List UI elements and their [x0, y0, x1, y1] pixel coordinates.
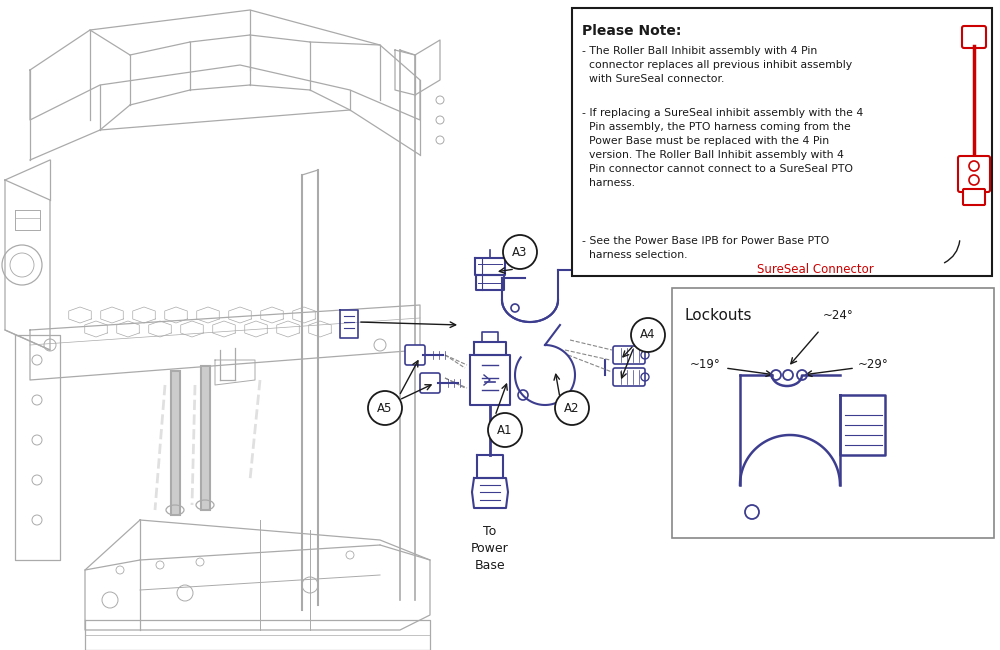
- FancyBboxPatch shape: [613, 368, 645, 386]
- Text: A2: A2: [564, 402, 580, 415]
- FancyBboxPatch shape: [963, 189, 985, 205]
- FancyBboxPatch shape: [613, 346, 645, 364]
- Text: ~29°: ~29°: [858, 359, 889, 372]
- Text: ~19°: ~19°: [690, 359, 721, 372]
- Text: - If replacing a SureSeal inhibit assembly with the 4
  Pin assembly, the PTO ha: - If replacing a SureSeal inhibit assemb…: [582, 108, 863, 188]
- FancyBboxPatch shape: [405, 345, 425, 365]
- Text: - See the Power Base IPB for Power Base PTO
  harness selection.: - See the Power Base IPB for Power Base …: [582, 236, 829, 260]
- Circle shape: [503, 235, 537, 269]
- Text: To
Power
Base: To Power Base: [471, 525, 509, 572]
- FancyBboxPatch shape: [672, 288, 994, 538]
- Circle shape: [368, 391, 402, 425]
- Text: ~24°: ~24°: [823, 309, 854, 322]
- FancyBboxPatch shape: [420, 373, 440, 393]
- FancyBboxPatch shape: [958, 156, 990, 192]
- Text: SureSeal Connector: SureSeal Connector: [757, 263, 874, 276]
- Text: A1: A1: [497, 424, 513, 437]
- Text: Please Note:: Please Note:: [582, 24, 681, 38]
- Text: A3: A3: [512, 246, 528, 259]
- Circle shape: [631, 318, 665, 352]
- FancyBboxPatch shape: [572, 8, 992, 276]
- Circle shape: [488, 413, 522, 447]
- Text: Lockouts: Lockouts: [684, 308, 752, 323]
- Text: A5: A5: [377, 402, 393, 415]
- Text: - The Roller Ball Inhibit assembly with 4 Pin
  connector replaces all previous : - The Roller Ball Inhibit assembly with …: [582, 46, 852, 84]
- Text: A4: A4: [640, 328, 656, 341]
- FancyBboxPatch shape: [962, 26, 986, 48]
- Circle shape: [555, 391, 589, 425]
